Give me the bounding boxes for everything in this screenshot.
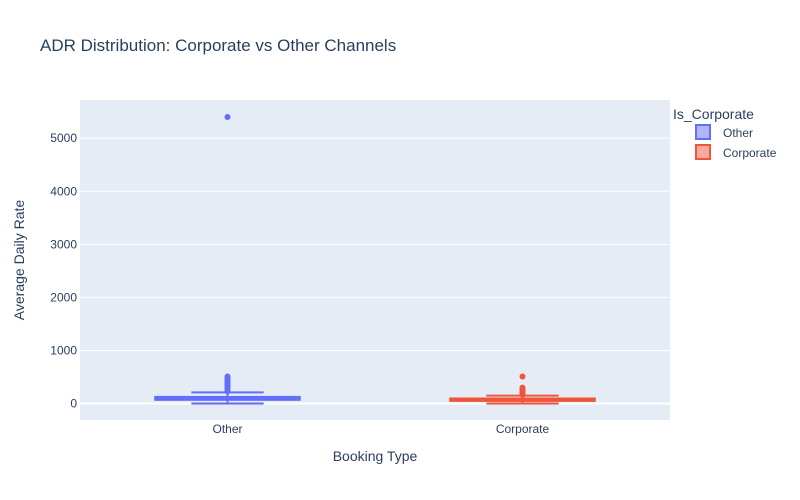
legend-item-corporate[interactable]: Corporate [695,144,777,160]
box-trace-corporate [449,373,596,405]
y-axis-title: Average Daily Rate [11,200,27,321]
x-tick-labels: Other Corporate [212,422,549,436]
legend-title: Is_Corporate [673,106,754,122]
legend-label-other: Other [723,126,753,140]
box-trace-other [154,113,301,405]
x-tick-label: Other [212,422,242,436]
y-tick-label: 0 [70,397,77,411]
legend-swatch-corporate [695,144,711,160]
x-tick-label: Corporate [496,422,550,436]
outlier-point [224,113,231,120]
outlier-point [519,384,526,391]
legend-label-corporate: Corporate [723,146,777,160]
y-tick-label: 5000 [50,131,77,145]
plot-background [80,100,670,420]
legend-item-other[interactable]: Other [695,124,753,140]
y-tick-label: 1000 [50,343,77,357]
chart-title: ADR Distribution: Corporate vs Other Cha… [40,36,396,55]
y-tick-label: 3000 [50,237,77,251]
legend: Is_Corporate Other Corporate [673,106,777,160]
outlier-point [519,373,526,380]
y-tick-label: 4000 [50,184,77,198]
box-traces [154,113,596,405]
legend-swatch-other [695,124,711,140]
outlier-point [224,373,231,380]
y-tick-labels: 0 1000 2000 3000 4000 5000 [50,131,77,410]
x-axis-title: Booking Type [333,448,418,464]
grid-lines [80,137,670,405]
y-tick-label: 2000 [50,290,77,304]
